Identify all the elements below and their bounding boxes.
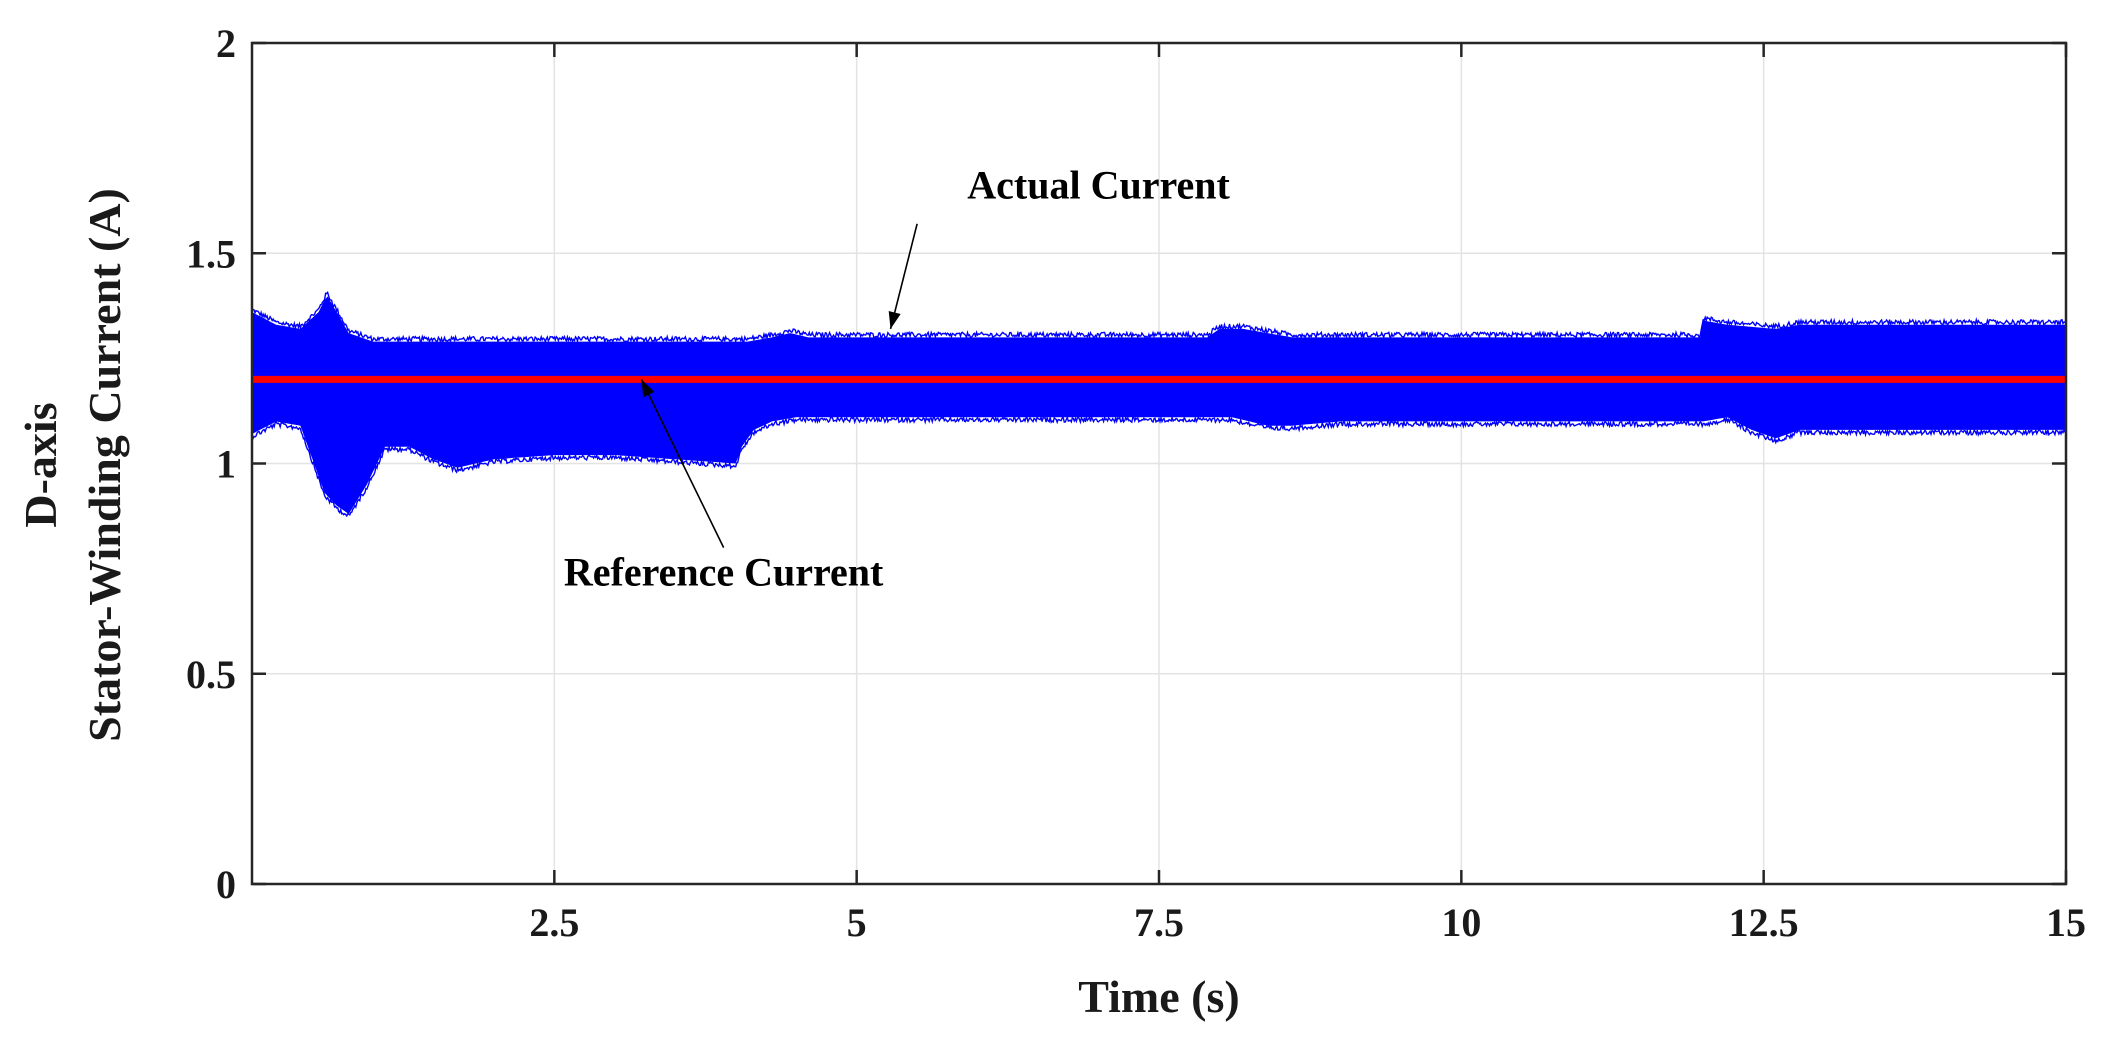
actual-current-lower-edge — [252, 414, 2066, 518]
x-tick-label: 7.5 — [1134, 900, 1184, 945]
annotation-arrowhead — [888, 311, 901, 329]
tick-labels: 2.5 5 7.5 10 12.5 15 0 0.5 1 1.5 2 — [186, 21, 2086, 945]
y-tick-label: 2 — [216, 21, 236, 66]
actual-current-upper-edge — [252, 291, 2066, 344]
annotation-arrowhead — [641, 379, 655, 398]
y-tick-label: 0.5 — [186, 652, 236, 697]
y-tick-label: 1 — [216, 442, 236, 487]
x-tick-label: 2.5 — [529, 900, 579, 945]
annotation-label: Actual Current — [967, 163, 1230, 208]
y-axis-label-line1: D-axis — [15, 402, 66, 527]
annotation-label: Reference Current — [564, 549, 884, 594]
annotation-arrow-line — [889, 223, 918, 330]
grid-lines — [252, 43, 2066, 884]
y-axis-label-line2: Stator-Winding Current (A) — [79, 188, 130, 742]
annotation-arrow-line — [640, 379, 725, 548]
x-tick-label: 5 — [847, 900, 867, 945]
annotations: Actual Current Reference Current — [564, 163, 1231, 595]
x-tick-label: 10 — [1441, 900, 1481, 945]
x-tick-label: 12.5 — [1729, 900, 1799, 945]
x-axis-label: Time (s) — [1078, 971, 1239, 1022]
x-tick-label: 15 — [2046, 900, 2086, 945]
plot-area — [252, 291, 2066, 518]
y-tick-label: 1.5 — [186, 231, 236, 276]
tick-marks — [252, 41, 2068, 886]
y-tick-label: 0 — [216, 862, 236, 907]
actual-current-band — [252, 296, 2066, 514]
